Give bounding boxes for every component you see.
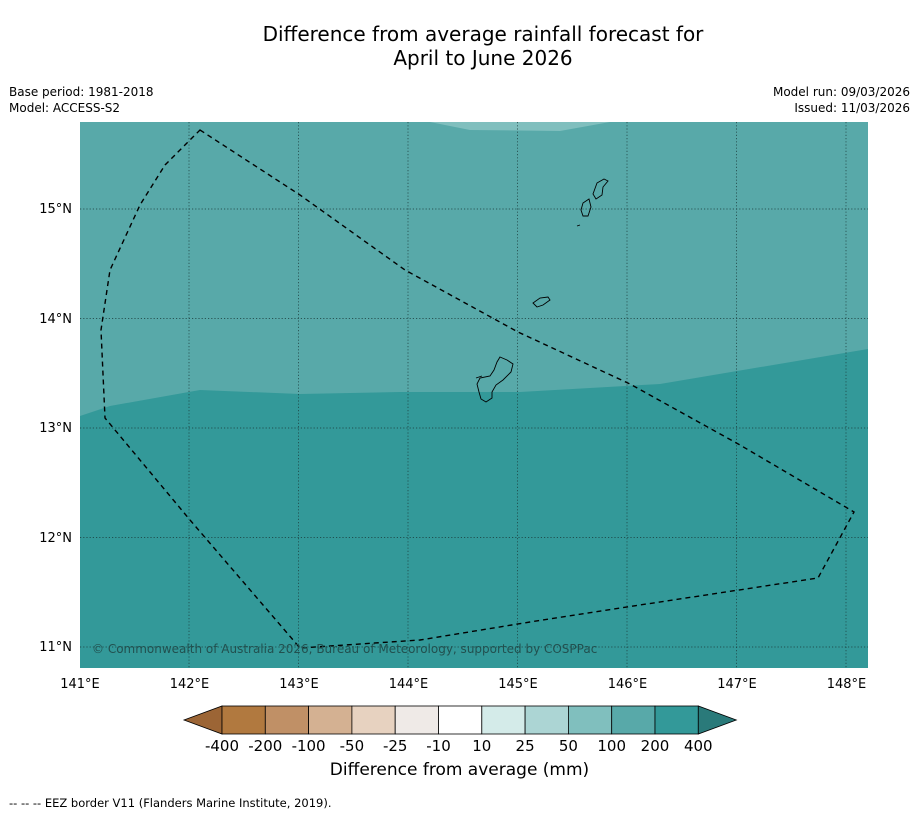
colorbar-tick-label: 100 xyxy=(597,737,626,755)
lon-label: 141°E xyxy=(60,677,100,692)
tinian-island xyxy=(580,198,592,217)
title-line-1: Difference from average rainfall forecas… xyxy=(262,22,704,46)
colorbar-tick-label: -50 xyxy=(340,737,365,755)
zone-50-100 xyxy=(430,122,610,131)
lat-label: 14°N xyxy=(39,312,72,327)
colorbar-swatch xyxy=(351,705,396,735)
rota-island xyxy=(532,296,551,308)
colorbar-tick-label: 200 xyxy=(641,737,670,755)
lat-axis: 15°N 14°N 13°N 12°N 11°N xyxy=(39,202,72,655)
colorbar-swatch xyxy=(568,705,613,735)
colorbar: -400 -200 -100 -50 -25 -10 10 25 50 100 200 400 xyxy=(182,705,738,755)
map-area: © Commonwealth of Australia 2026, Bureau… xyxy=(80,122,868,668)
lon-label: 144°E xyxy=(389,677,429,692)
meta-left: Base period: 1981-2018 Model: ACCESS-S2 xyxy=(9,84,154,116)
colorbar-swatch xyxy=(394,705,439,735)
meta-right: Model run: 09/03/2026 Issued: 11/03/2026 xyxy=(773,84,910,116)
saipan-island xyxy=(592,178,609,200)
title-line-2: April to June 2026 xyxy=(393,46,573,70)
model-run: Model run: 09/03/2026 xyxy=(772,85,910,99)
colorbar-swatch xyxy=(308,705,353,735)
lat-label: 13°N xyxy=(39,421,72,436)
issued-date: Issued: 11/03/2026 xyxy=(794,101,910,115)
lat-label: 15°N xyxy=(39,202,72,217)
colorbar-swatch xyxy=(654,705,699,735)
guam-peninsula xyxy=(475,375,483,379)
lon-label: 142°E xyxy=(170,677,210,692)
colorbar-arrow-low xyxy=(182,705,223,735)
lon-label: 146°E xyxy=(608,677,648,692)
colorbar-tick-label: 10 xyxy=(472,737,491,755)
colorbar-tick-label: -25 xyxy=(383,737,408,755)
footnote: -- -- -- EEZ border V11 (Flanders Marine… xyxy=(9,796,332,810)
colorbar-tick-label: 400 xyxy=(684,737,713,755)
colorbar-swatch xyxy=(438,705,483,735)
colorbar-arrow-high xyxy=(697,705,738,735)
colorbar-swatch xyxy=(481,705,526,735)
model-name: Model: ACCESS-S2 xyxy=(9,101,121,115)
graticule xyxy=(80,122,868,668)
colorbar-tick-label: 50 xyxy=(559,737,578,755)
lon-label: 147°E xyxy=(717,677,757,692)
lon-label: 143°E xyxy=(279,677,319,692)
colorbar-tick-label: -400 xyxy=(205,737,239,755)
colorbar-swatch xyxy=(221,705,266,735)
lon-label: 148°E xyxy=(827,677,867,692)
lat-label: 11°N xyxy=(39,640,72,655)
base-period: Base period: 1981-2018 xyxy=(9,85,154,99)
colorbar-swatch xyxy=(264,705,309,735)
colorbar-swatch xyxy=(611,705,656,735)
colorbar-tick-label: -10 xyxy=(426,737,451,755)
zone-200-400 xyxy=(80,349,868,668)
copyright-text: © Commonwealth of Australia 2026, Bureau… xyxy=(92,642,597,656)
guam-island xyxy=(476,356,514,403)
colorbar-tick-label: -100 xyxy=(292,737,326,755)
colorbar-title: Difference from average (mm) xyxy=(329,760,590,780)
islands xyxy=(475,178,609,403)
lon-axis: 141°E 142°E 143°E 144°E 145°E 146°E 147°… xyxy=(60,677,866,692)
map-title: Difference from average rainfall forecas… xyxy=(0,22,919,70)
colorbar-tick-label: -200 xyxy=(248,737,282,755)
aguijan-island xyxy=(576,224,581,227)
colorbar-tick-label: 25 xyxy=(516,737,535,755)
lat-label: 12°N xyxy=(39,531,72,546)
colorbar-swatch xyxy=(524,705,569,735)
lon-label: 145°E xyxy=(498,677,538,692)
eez-border xyxy=(100,129,855,649)
